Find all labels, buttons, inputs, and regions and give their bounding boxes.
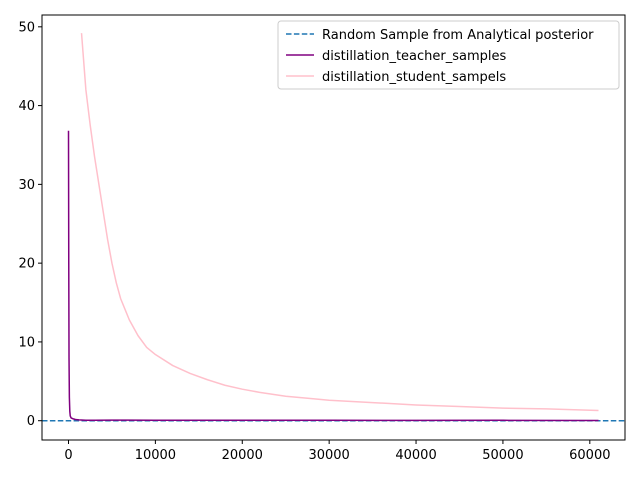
plot-area xyxy=(42,33,625,422)
y-tick-label: 20 xyxy=(18,257,35,272)
legend-label-hline: Random Sample from Analytical posterior xyxy=(322,28,594,43)
y-tick-label: 50 xyxy=(18,20,35,35)
x-tick-label: 30000 xyxy=(308,448,349,463)
x-tick-label: 60000 xyxy=(569,448,610,463)
legend-box xyxy=(277,20,620,90)
y-tick-label: 10 xyxy=(18,335,35,350)
y-tick-label: 30 xyxy=(18,178,35,193)
legend-label-student: distillation_student_sampels xyxy=(322,70,506,85)
legend: Random Sample from Analytical posterior … xyxy=(277,20,620,90)
x-tick-label: 40000 xyxy=(395,448,436,463)
y-tick-label: 0 xyxy=(27,414,35,429)
x-tick-label: 0 xyxy=(64,448,72,463)
axes-frame xyxy=(41,14,626,441)
x-tick-label: 10000 xyxy=(135,448,176,463)
legend-label-teacher: distillation_teacher_samples xyxy=(322,49,506,64)
axes: 0 10000 20000 30000 40000 50000 60000 0 10 20 30 40… xyxy=(18,20,610,463)
series-line-student xyxy=(80,33,599,412)
y-tick-label: 40 xyxy=(18,99,35,114)
series-line-teacher xyxy=(67,130,599,422)
x-tick-label: 50000 xyxy=(482,448,523,463)
x-tick-label: 20000 xyxy=(222,448,263,463)
